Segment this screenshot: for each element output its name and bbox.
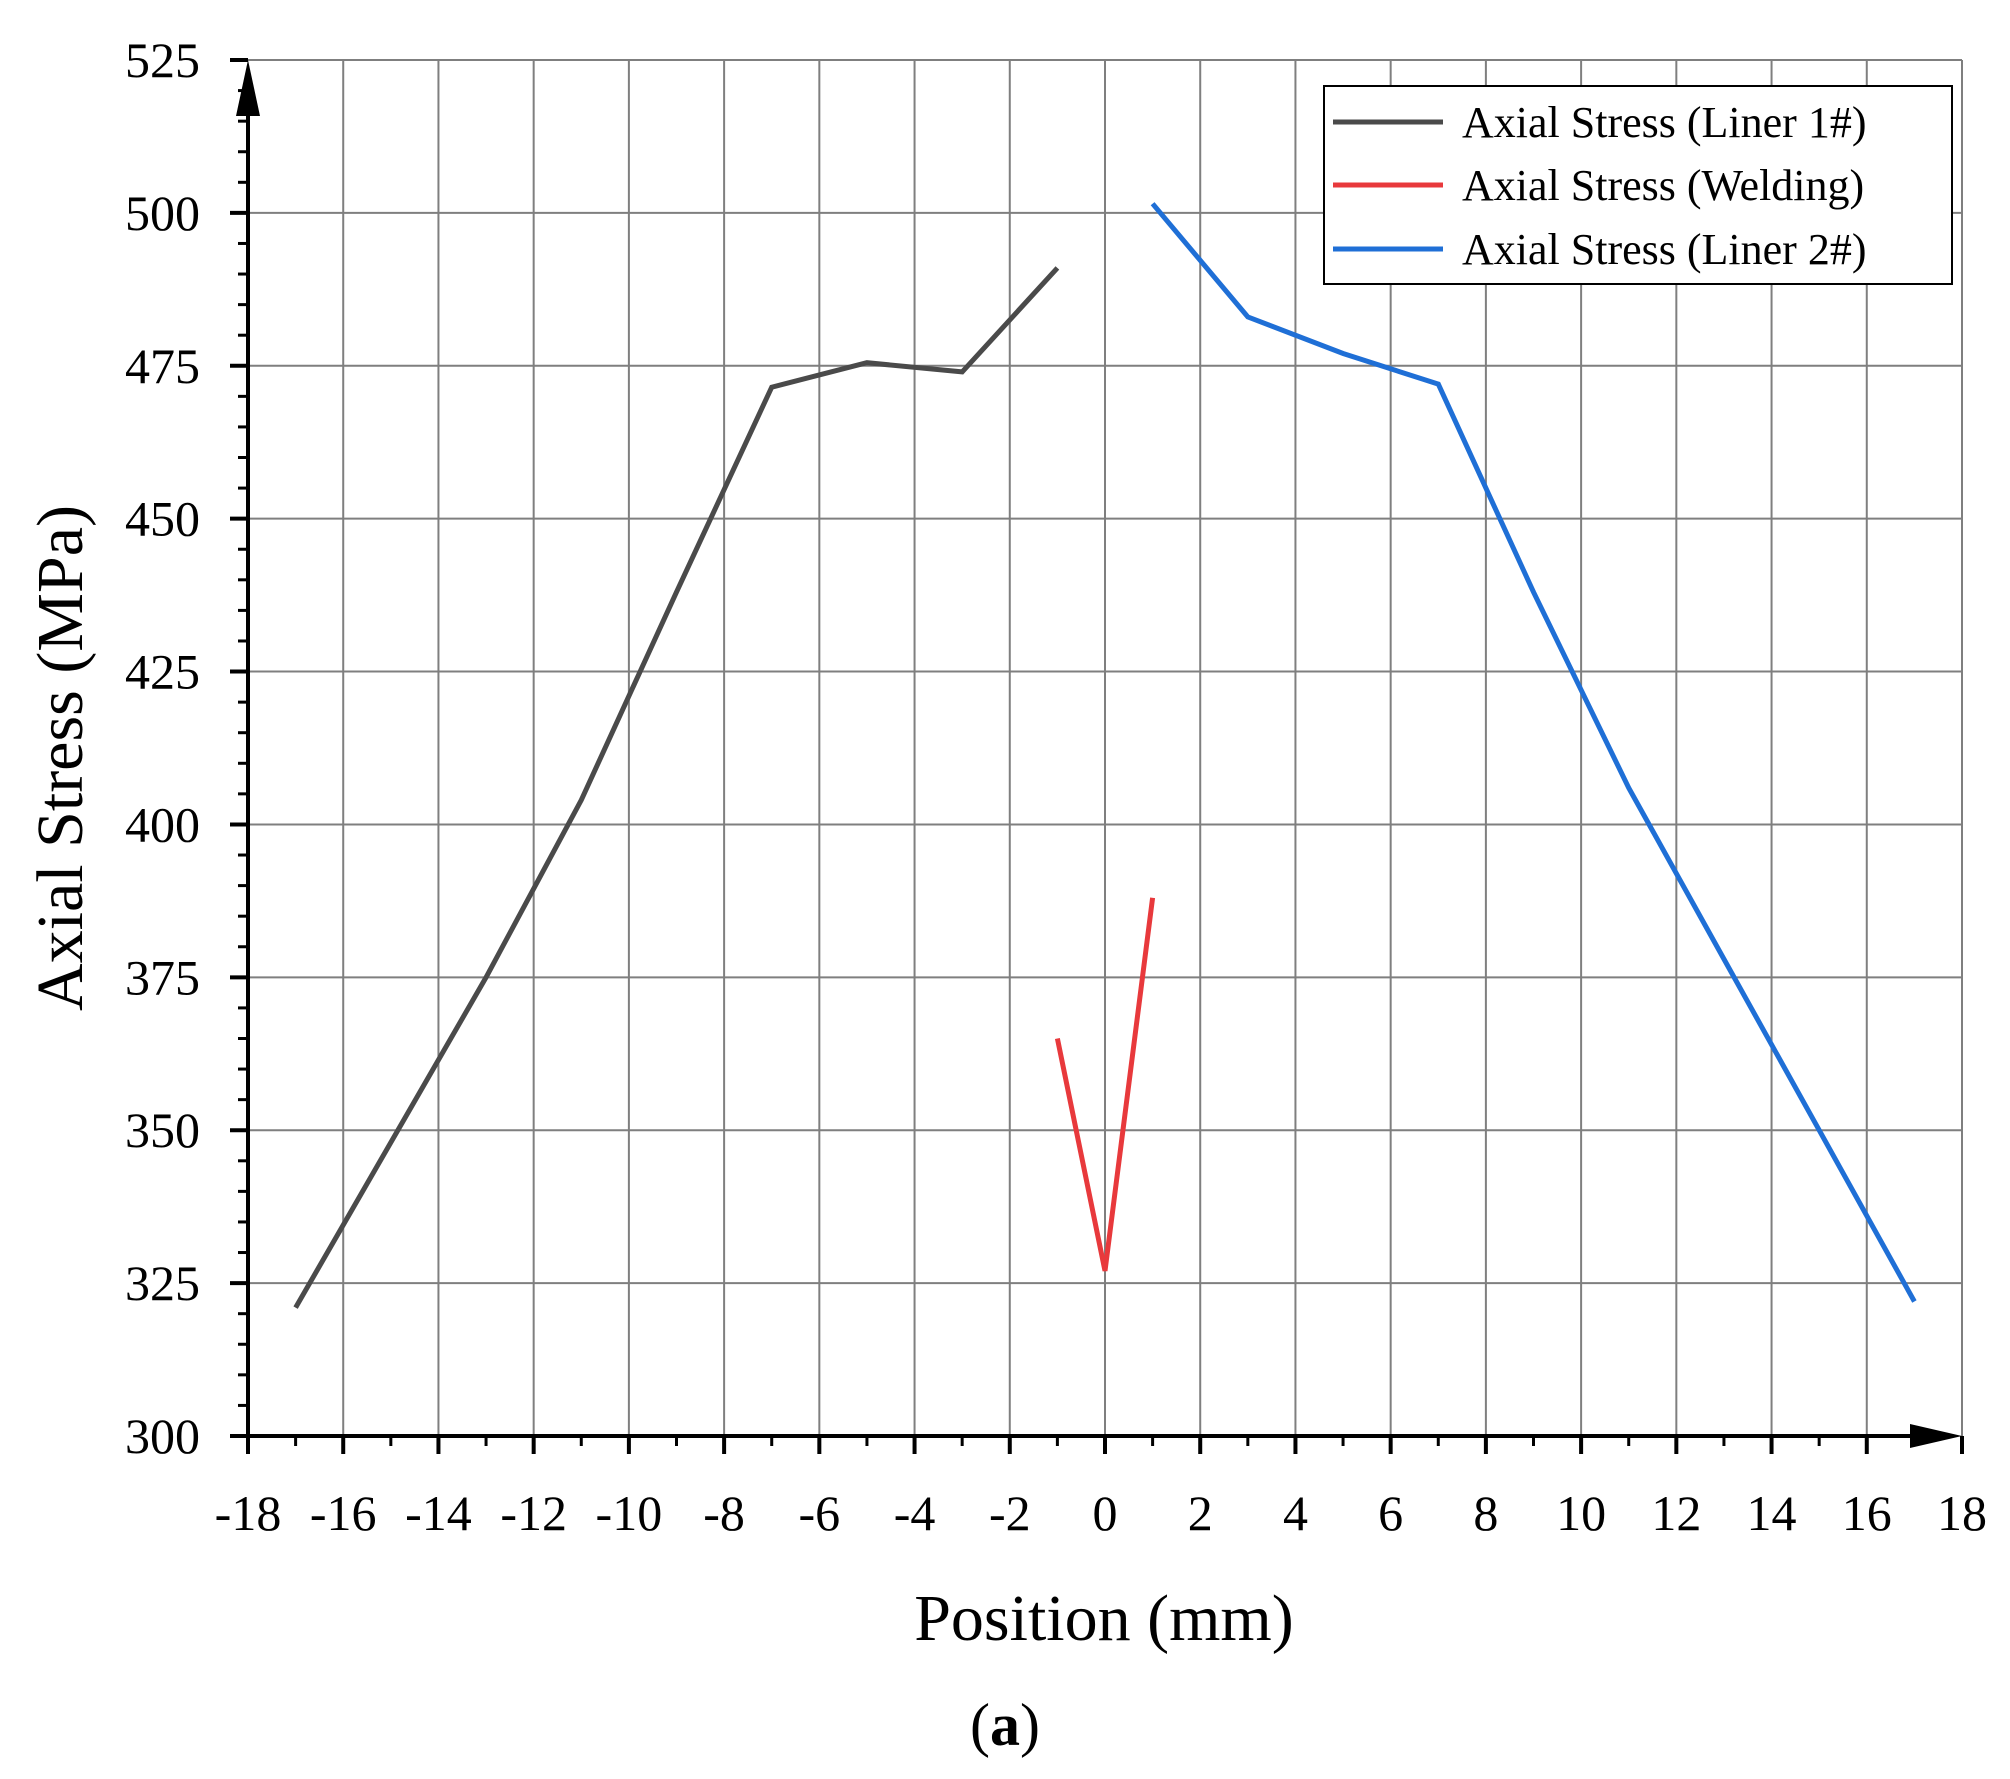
x-tick-label: 6 [1378, 1485, 1403, 1541]
y-tick-label: 475 [125, 338, 200, 394]
x-tick-label: -4 [894, 1485, 936, 1541]
x-tick-label: -6 [799, 1485, 841, 1541]
y-tick-label: 450 [125, 491, 200, 547]
grid [248, 59, 1963, 1436]
x-tick-label: 18 [1937, 1485, 1987, 1541]
series-lines [293, 202, 1917, 1309]
panel-label-open: ( [970, 1692, 990, 1758]
series-line-1 [1054, 897, 1156, 1272]
legend-label-liner1: Axial Stress (Liner 1#) [1462, 98, 1866, 147]
x-tick-label: 12 [1651, 1485, 1701, 1541]
x-axis-title: Position (mm) [914, 1582, 1294, 1655]
x-tick-label: 10 [1556, 1485, 1606, 1541]
y-tick-label: 525 [125, 32, 200, 88]
legend: Axial Stress (Liner 1#) Axial Stress (We… [1323, 85, 1953, 285]
legend-label-liner2: Axial Stress (Liner 2#) [1462, 225, 1866, 274]
x-tick-label: -18 [215, 1485, 282, 1541]
x-tick-label: 8 [1473, 1485, 1498, 1541]
y-tick-label: 400 [125, 796, 200, 852]
x-tick-label: -10 [596, 1485, 663, 1541]
legend-label-welding: Axial Stress (Welding) [1462, 161, 1864, 210]
y-tick-label: 425 [125, 644, 200, 700]
x-axis-arrowhead [1910, 1424, 1962, 1448]
y-tick-label: 350 [125, 1102, 200, 1158]
x-tick-label: 14 [1747, 1485, 1797, 1541]
x-tick-label: -8 [703, 1485, 745, 1541]
y-axis-arrowhead [236, 60, 260, 116]
y-tick-label: 325 [125, 1255, 200, 1311]
panel-label-close: ) [1020, 1692, 1040, 1758]
y-tick-label: 375 [125, 949, 200, 1005]
tick-labels: -18 -16 -14 -12 -10 -8 -6 -4 -2 0 2 4 6 8 10 12 14 16 18 30… [125, 32, 1987, 1541]
x-tick-label: 16 [1842, 1485, 1892, 1541]
x-tick-label: -14 [405, 1485, 472, 1541]
series-line-2 [1150, 202, 1917, 1303]
y-axis-title: Axial Stress (MPa) [24, 505, 97, 1011]
x-tick-label: 4 [1283, 1485, 1308, 1541]
axes [230, 58, 1964, 1454]
series-line-0 [293, 266, 1060, 1309]
panel-label-letter: a [990, 1692, 1020, 1758]
x-tick-label: 0 [1093, 1485, 1118, 1541]
x-tick-label: -2 [989, 1485, 1031, 1541]
y-tick-label: 300 [125, 1408, 200, 1464]
x-tick-label: -12 [500, 1485, 567, 1541]
x-tick-label: -16 [310, 1485, 377, 1541]
panel-label: (a) [970, 1692, 1040, 1758]
y-tick-label: 500 [125, 185, 200, 241]
x-tick-label: 2 [1188, 1485, 1213, 1541]
